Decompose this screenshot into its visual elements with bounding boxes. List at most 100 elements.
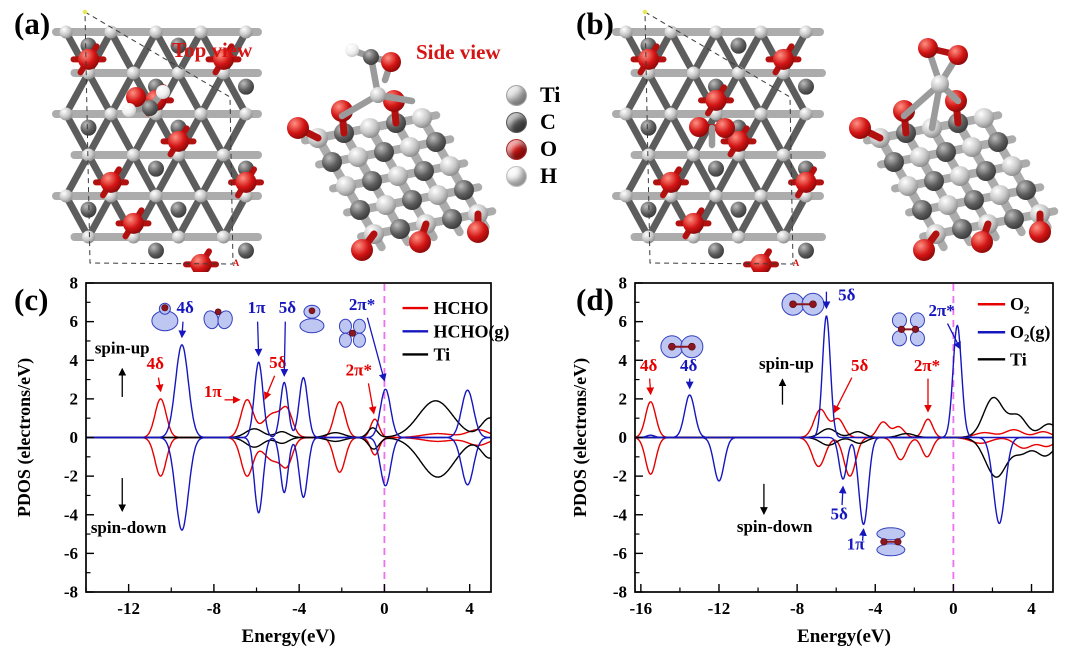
- pdos-curve-O2(g)-up: [635, 315, 1053, 439]
- annotation-arrow: [366, 317, 387, 382]
- legend-label: Ti: [433, 344, 450, 364]
- pdos-curve-Ti-down: [635, 436, 1054, 478]
- panel-label-c: (c): [14, 282, 49, 317]
- panel-label-b: (b): [576, 6, 614, 41]
- y-axis-label: PDOS (electrons/eV): [14, 358, 35, 517]
- y-tick-label: 2: [619, 389, 628, 408]
- legend-label: O₂(g): [1010, 322, 1050, 343]
- y-tick-label: 4: [619, 351, 628, 370]
- x-axis-label: Energy(eV): [797, 626, 891, 647]
- annotation: spin-up: [759, 354, 814, 373]
- cell-vertex-label: A: [233, 258, 240, 268]
- pdos-chart-o2: -16 -12 -8 -4 0 4 -8 -6 -4 -2 0 2 4 6 8 Energy(eV) PDOS …: [570, 274, 1054, 647]
- annotation: 5δ: [830, 505, 848, 524]
- annotation: spin-down: [737, 517, 813, 536]
- x-tick-label: 4: [465, 599, 474, 618]
- pdos-curve-O2(g)-down: [635, 436, 1053, 526]
- unit-cell-boundary-a: A: [82, 9, 240, 268]
- annotation: 4δ: [176, 298, 194, 317]
- orbital-inset-pi2: [876, 527, 906, 557]
- y-tick-label: -2: [613, 467, 627, 486]
- y-tick-label: -6: [613, 544, 627, 563]
- orbital-inset-twolobe: [203, 308, 233, 330]
- annotation-arrow: [838, 485, 847, 506]
- annotation-arrow: [254, 321, 263, 357]
- panel-label-d: (d): [576, 282, 614, 317]
- y-tick-label: -2: [64, 467, 78, 486]
- annotation: 2π*: [928, 301, 954, 320]
- annotation: 5δ: [279, 298, 297, 317]
- annotation: 5δ: [269, 353, 287, 372]
- adsorbate-hcho-side: [338, 43, 416, 120]
- unit-cell-boundary-b: A: [642, 9, 800, 268]
- x-tick-label: -16: [630, 599, 653, 618]
- y-tick-label: -4: [613, 505, 628, 524]
- y-tick-label: 8: [619, 274, 628, 293]
- annotation: spin-down: [91, 518, 167, 537]
- pdos-curve-Ti-up: [635, 396, 1054, 439]
- orbital-inset-fourlobe: [338, 318, 366, 348]
- x-tick-label: -8: [207, 599, 221, 618]
- pdos-chart-hcho: -12 -8 -4 0 4 -8 -6 -4 -2 0 2 4 6 8 Energy(eV) PDOS (el…: [14, 274, 509, 648]
- atom-legend-row-ti: Ti: [506, 82, 561, 107]
- atom-legend-row-c: C: [506, 109, 560, 134]
- annotation: 4δ: [147, 354, 165, 373]
- y-tick-label: 4: [70, 351, 79, 370]
- x-tick-label: -12: [117, 599, 140, 618]
- x-tick-label: 0: [949, 599, 958, 618]
- annotation: 2π*: [346, 361, 372, 380]
- legend-label: HCHO(g): [433, 321, 509, 342]
- y-tick-label: 2: [70, 389, 79, 408]
- annotation: 5δ: [851, 356, 869, 375]
- y-tick-label: -8: [613, 583, 627, 602]
- orbital-inset-sigma2: [781, 292, 825, 316]
- adsorbate-o2-side: [900, 38, 968, 132]
- c-atom-label: C: [540, 109, 556, 134]
- y-tick-label: -4: [64, 505, 79, 524]
- y-tick-label: 6: [70, 312, 79, 331]
- x-axis-label: Energy(eV): [242, 626, 336, 647]
- x-tick-label: 4: [1027, 599, 1036, 618]
- annotation: 5δ: [838, 285, 856, 304]
- cell-vertex-label: A: [793, 258, 800, 268]
- h-atom-label: H: [540, 163, 558, 188]
- atom-legend-row-h: H: [506, 163, 560, 188]
- y-tick-label: 0: [70, 428, 79, 447]
- y-tick-label: 0: [619, 428, 628, 447]
- y-tick-label: -8: [64, 583, 78, 602]
- legend-label: HCHO: [433, 298, 488, 318]
- legend-label: O₂: [1010, 294, 1029, 314]
- annotation: 4δ: [680, 356, 698, 375]
- annotation-arrow: [367, 383, 377, 415]
- annotation-arrow: [155, 377, 164, 393]
- side-view-label: Side view: [416, 40, 501, 64]
- annotation: 1π: [204, 382, 223, 401]
- ti-atom-label: Ti: [540, 82, 561, 107]
- side-view-structure-b: [849, 90, 1059, 261]
- orbital-inset-round: [151, 302, 179, 332]
- annotation-arrow: [946, 323, 961, 350]
- atom-legend: Ti C O H: [506, 82, 561, 188]
- pdos-curve-O2-up: [634, 401, 1054, 439]
- h-atom-sphere: [506, 165, 527, 187]
- o-atom-sphere: [506, 138, 527, 160]
- annotation-arrow: [859, 528, 867, 541]
- legend-label: Ti: [1010, 349, 1027, 369]
- o-atom-label: O: [540, 136, 558, 161]
- top-view-label: Top view: [172, 38, 253, 62]
- y-tick-label: -6: [64, 544, 78, 563]
- adsorbate-hcho-top: [122, 85, 170, 117]
- x-tick-label: -4: [292, 599, 307, 618]
- y-tick-label: 8: [70, 274, 79, 293]
- x-tick-label: 0: [380, 599, 389, 618]
- top-view-structure-b: [612, 25, 826, 272]
- annotation-arrow: [646, 378, 655, 396]
- orbital-inset-sigma2: [660, 335, 704, 359]
- top-view-structure-a: [52, 25, 264, 272]
- annotation-arrow: [178, 321, 187, 339]
- annotation: 2π*: [349, 295, 375, 314]
- adsorbate-o2-top: [689, 117, 735, 149]
- y-axis-label: PDOS (electrons/eV): [570, 358, 591, 517]
